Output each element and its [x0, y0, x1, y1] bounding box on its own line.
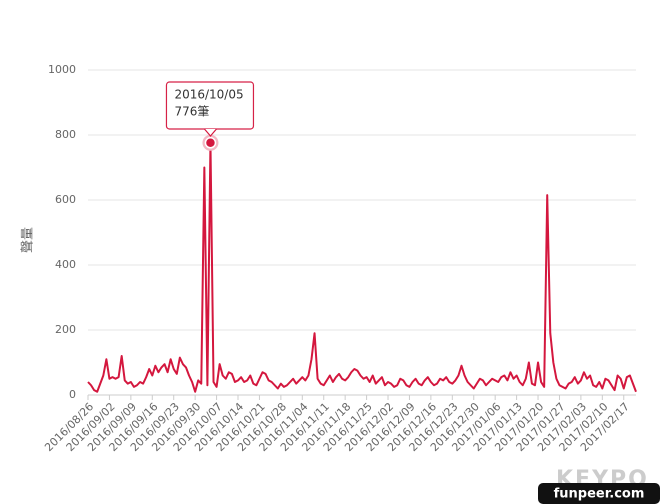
y-tick-label: 0	[69, 388, 76, 401]
tooltip-value: 776筆	[174, 105, 209, 119]
y-tick-label: 1000	[48, 63, 76, 76]
y-tick-label: 800	[55, 128, 76, 141]
y-tick-label: 200	[55, 323, 76, 336]
y-axis-label: 聲量	[20, 227, 36, 253]
highlight-dot	[204, 137, 217, 149]
series-line	[87, 141, 637, 393]
badge-bg	[538, 483, 660, 504]
watermark-funpeer: funpeer.com	[554, 487, 645, 502]
y-tick-label: 400	[55, 258, 76, 271]
y-tick-label: 600	[55, 193, 76, 206]
tooltip-pointer	[204, 128, 217, 137]
tooltip-date: 2016/10/05	[174, 88, 243, 102]
